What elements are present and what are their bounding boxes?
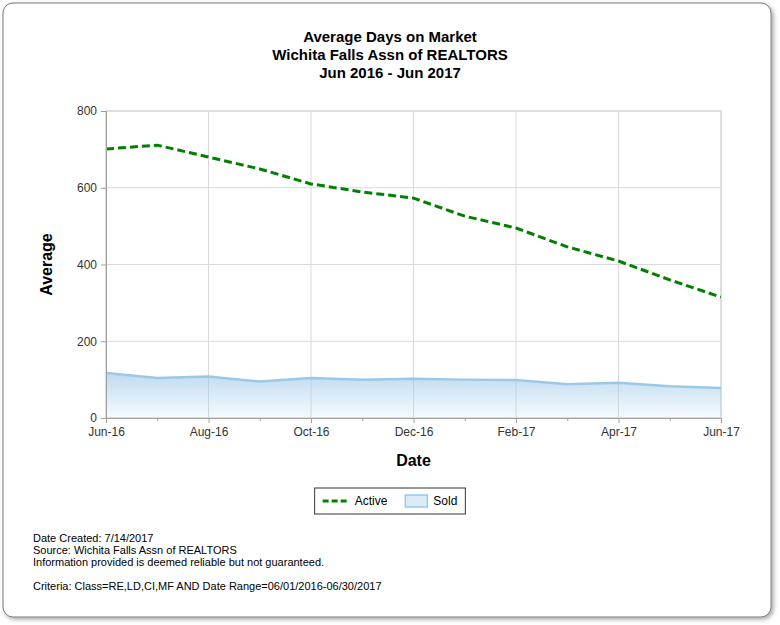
y-tick: 800 bbox=[77, 104, 106, 118]
x-axis-title: Date bbox=[396, 452, 431, 469]
legend-swatch bbox=[323, 500, 349, 503]
x-tick-label: Apr-17 bbox=[601, 425, 637, 439]
legend-label: Sold bbox=[433, 494, 457, 508]
marks bbox=[106, 145, 721, 418]
x-tick-mark bbox=[209, 418, 210, 423]
x-tick: Jun-17 bbox=[703, 418, 740, 439]
x-tick-mark bbox=[465, 418, 466, 421]
y-axis-line bbox=[101, 112, 107, 419]
x-tick-mark bbox=[311, 418, 312, 423]
y-tick: 200 bbox=[77, 335, 106, 349]
grid-line-x bbox=[311, 111, 312, 418]
x-tick-label: Dec-16 bbox=[395, 425, 434, 439]
y-tick-mark bbox=[101, 265, 106, 266]
legend-item: Active bbox=[323, 494, 388, 508]
chart-subtitle: Jun 2016 - Jun 2017 bbox=[319, 64, 461, 81]
legend-swatch bbox=[405, 495, 427, 507]
y-tick-mark bbox=[101, 188, 106, 189]
plot-frame bbox=[106, 111, 721, 418]
x-axis-line bbox=[107, 419, 722, 424]
grid-line-x bbox=[413, 111, 414, 418]
series-area-line bbox=[106, 373, 721, 388]
x-tick bbox=[670, 418, 671, 421]
y-tick-mark bbox=[101, 418, 106, 419]
grid-line-x bbox=[618, 111, 619, 418]
x-tick: Apr-17 bbox=[601, 418, 637, 439]
x-tick-mark bbox=[260, 418, 261, 421]
x-tick bbox=[260, 418, 261, 421]
grid bbox=[106, 111, 721, 418]
y-axis-title: Average bbox=[38, 233, 55, 296]
y-tick-label: 800 bbox=[77, 104, 97, 118]
x-tick-mark bbox=[721, 418, 722, 423]
x-tick-mark bbox=[157, 418, 158, 421]
x-tick bbox=[362, 418, 363, 421]
x-tick-mark bbox=[362, 418, 363, 421]
x-tick bbox=[465, 418, 466, 421]
x-tick-label: Oct-16 bbox=[293, 425, 329, 439]
x-axis: Jun-16 Aug-16 Oct-16 Dec-16 Feb-17 Apr-17 Jun-… bbox=[88, 418, 740, 439]
chart-svg: Average Days on MarketWichita Falls Assn… bbox=[0, 0, 780, 625]
y-tick-mark bbox=[101, 341, 106, 342]
x-tick-mark bbox=[567, 418, 568, 421]
series-line bbox=[106, 145, 721, 297]
footer-note: Criteria: Class=RE,LD,CI,MF AND Date Ran… bbox=[33, 580, 382, 592]
y-tick-label: 400 bbox=[77, 258, 97, 272]
chart-container: Average Days on MarketWichita Falls Assn… bbox=[0, 0, 780, 625]
x-tick-label: Jun-17 bbox=[703, 425, 740, 439]
legend-label: Active bbox=[355, 494, 388, 508]
x-tick-label: Aug-16 bbox=[190, 425, 229, 439]
x-tick-mark bbox=[414, 418, 415, 423]
x-tick-label: Jun-16 bbox=[88, 425, 125, 439]
x-tick bbox=[567, 418, 568, 421]
x-tick: Feb-17 bbox=[497, 418, 535, 439]
y-axis: 0 200 400 600 800 bbox=[77, 104, 107, 425]
y-tick-label: 600 bbox=[77, 181, 97, 195]
plot-area bbox=[106, 111, 721, 418]
footer-note: Information provided is deemed reliable … bbox=[33, 556, 324, 568]
y-tick-label: 0 bbox=[90, 411, 97, 425]
chart-subtitle: Wichita Falls Assn of REALTORS bbox=[272, 46, 507, 63]
chart-title: Average Days on Market bbox=[303, 28, 477, 45]
legend: Active Sold bbox=[315, 488, 466, 514]
x-tick-mark bbox=[619, 418, 620, 423]
series-area bbox=[106, 373, 721, 418]
x-tick: Jun-16 bbox=[88, 418, 125, 439]
legend-item: Sold bbox=[405, 494, 457, 508]
grid-line-x bbox=[516, 111, 517, 418]
x-tick: Aug-16 bbox=[190, 418, 229, 439]
x-tick-label: Feb-17 bbox=[497, 425, 535, 439]
footer-note: Date Created: 7/14/2017 bbox=[33, 532, 153, 544]
y-tick-label: 200 bbox=[77, 335, 97, 349]
y-tick-mark bbox=[101, 111, 106, 112]
x-tick: Dec-16 bbox=[395, 418, 434, 439]
x-tick-mark bbox=[670, 418, 671, 421]
chart-frame bbox=[3, 3, 771, 617]
x-tick-mark bbox=[516, 418, 517, 423]
footer-note: Source: Wichita Falls Assn of REALTORS bbox=[33, 544, 237, 556]
y-tick: 400 bbox=[77, 258, 106, 272]
x-tick-mark bbox=[106, 418, 107, 423]
x-tick: Oct-16 bbox=[293, 418, 329, 439]
y-tick: 600 bbox=[77, 181, 106, 195]
x-tick bbox=[157, 418, 158, 421]
y-tick: 0 bbox=[90, 411, 106, 425]
legend-box bbox=[315, 488, 466, 514]
